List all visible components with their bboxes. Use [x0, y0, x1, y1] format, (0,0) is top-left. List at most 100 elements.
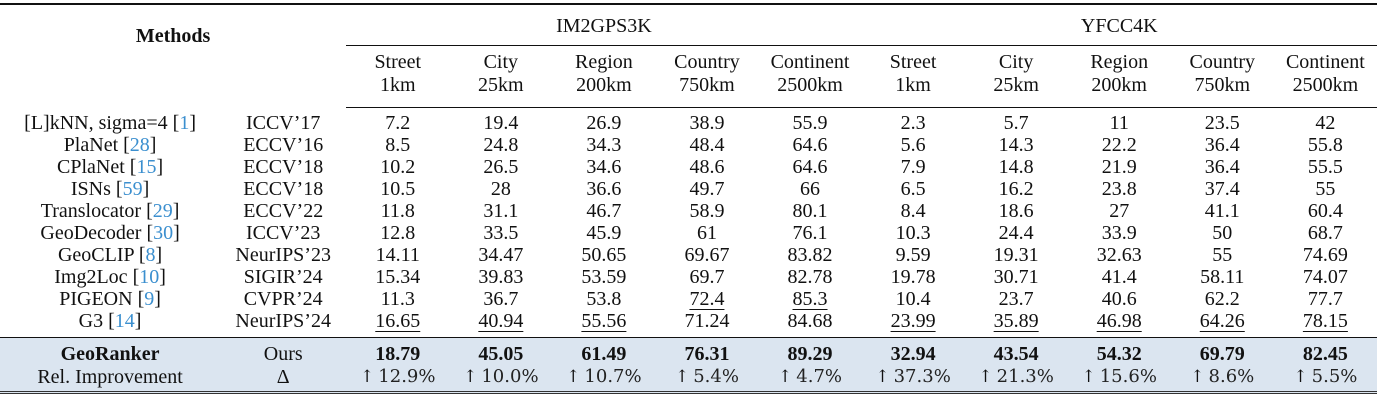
geolocalization-results-table: Methods IM2GPS3K YFCC4K Street 1km City 25k…: [0, 3, 1377, 394]
column-header-im2gps3k-region: Region 200km: [552, 45, 656, 108]
metric-value: 37.4: [1204, 178, 1240, 200]
metric-cell: 40.6: [1068, 288, 1171, 310]
venue: ECCV’18: [243, 178, 324, 200]
metric-cell: 23.7: [965, 288, 1068, 310]
table-row: PlaNet [28] ECCV’16 8.5 24.8 34.3 48.4 64.6 5.6…: [0, 134, 1377, 156]
metric-value: 36.4: [1204, 156, 1240, 178]
metric-value: 34.3: [586, 134, 622, 156]
citation-link[interactable]: 30: [153, 222, 174, 244]
metric-cell: 60.4: [1274, 200, 1377, 222]
improvement-value: 5.4%: [693, 366, 739, 387]
metric-cell: 66: [758, 178, 861, 200]
venue: ECCV’16: [243, 134, 324, 156]
improvement-value: 10.0%: [481, 366, 539, 387]
metric-cell: 49.7: [655, 178, 758, 200]
metric-cell: 11.3: [346, 288, 449, 310]
venue: ECCV’22: [243, 200, 324, 222]
metric-value: 39.83: [478, 266, 524, 288]
metric-value: 33.9: [1101, 222, 1137, 244]
column-header-im2gps3k-country: Country 750km: [655, 45, 759, 108]
metric-value: 83.82: [787, 244, 833, 266]
method-label: PlaNet: [63, 134, 124, 156]
metric-cell: 53.59: [552, 266, 655, 288]
metric-cell: 58.9: [655, 200, 758, 222]
citation-link[interactable]: 14: [114, 310, 135, 332]
metric-cell: 74.69: [1274, 244, 1377, 266]
metric-value: 26.5: [483, 156, 519, 178]
improvement-cell: ↑ 12.9%: [346, 365, 450, 394]
column-header-scale: Region: [575, 51, 633, 73]
metric-cell: 28: [449, 178, 552, 200]
metric-cell: 55.56: [552, 310, 655, 338]
improvement-cell: ↑ 5.5%: [1273, 365, 1377, 394]
metric-value: 11: [1109, 112, 1129, 134]
methods-header: Methods: [135, 25, 211, 47]
citation-link[interactable]: 29: [152, 200, 173, 222]
ours-row: GeoRanker Ours 18.79 45.05 61.49 76.31 89.29…: [0, 337, 1377, 365]
metric-cell: 23.99: [862, 310, 965, 338]
method-label: G3: [78, 310, 109, 332]
citation-bracket: ]: [156, 156, 164, 178]
metric-cell: 83.82: [758, 244, 861, 266]
metric-value: 14.11: [375, 244, 420, 266]
improvement-cell: ↑ 37.3%: [861, 365, 965, 394]
metric-value: 48.6: [689, 156, 725, 178]
metric-value: 8.5: [385, 134, 411, 156]
citation-link[interactable]: 8: [145, 244, 156, 266]
venue: SIGIR’24: [243, 266, 323, 288]
metric-cell: 48.6: [655, 156, 758, 178]
metric-value: 55.9: [792, 112, 828, 134]
citation-link[interactable]: 9: [144, 288, 155, 310]
best-value: 76.31: [655, 337, 759, 365]
column-header-yfcc4k-street: Street 1km: [861, 45, 965, 108]
metric-cell: 50: [1171, 222, 1274, 244]
metric-value: 2.3: [900, 112, 926, 134]
metric-cell: 10.3: [862, 222, 965, 244]
metric-cell: 26.9: [552, 108, 655, 134]
metric-value: 23.7: [998, 288, 1034, 310]
metric-value: 64.6: [792, 156, 828, 178]
improvement-cell: ↑ 10.0%: [449, 365, 553, 394]
citation-link[interactable]: 28: [129, 134, 150, 156]
metric-value: 77.7: [1307, 288, 1343, 310]
metric-value: 15.34: [375, 266, 421, 288]
metric-cell: 36.6: [552, 178, 655, 200]
method-name: PlaNet [28]: [0, 134, 220, 156]
citation-link[interactable]: 10: [139, 266, 160, 288]
metric-cell: 2.3: [862, 108, 965, 134]
metric-cell: 9.59: [862, 244, 965, 266]
metric-cell: 85.3: [758, 288, 861, 310]
metric-value: 23.5: [1204, 112, 1240, 134]
metric-value: 10.3: [895, 222, 931, 244]
column-header-scale: Continent: [770, 51, 850, 73]
column-header-threshold: 25km: [993, 74, 1039, 96]
table-row: CPlaNet [15] ECCV’18 10.2 26.5 34.6 48.6 64.6 7…: [0, 156, 1377, 178]
citation-link[interactable]: 1: [179, 111, 190, 134]
metric-value: 34.47: [478, 244, 524, 266]
metric-value: 66: [800, 178, 821, 200]
column-header-row: Street 1km City 25km Region 200km Country 750km…: [0, 45, 1377, 108]
metric-cell: 8.5: [346, 134, 449, 156]
table-row: [L]kNN, sigma=4 [1] ICCV’17 7.2 19.4 26.9 38.…: [0, 108, 1377, 134]
column-header-threshold: 25km: [478, 74, 524, 96]
metric-cell: 42: [1274, 108, 1377, 134]
method-name-ours: GeoRanker: [0, 337, 221, 365]
metric-value: 8.4: [900, 200, 926, 222]
metric-cell: 38.9: [655, 108, 758, 134]
citation-bracket: [: [138, 244, 146, 266]
metric-cell: 32.63: [1068, 244, 1171, 266]
metric-cell: 19.4: [449, 108, 552, 134]
metric-cell: 35.89: [965, 310, 1068, 338]
citation-link[interactable]: 15: [136, 156, 157, 178]
metric-value: 58.11: [1200, 266, 1245, 288]
method-name: Img2Loc [10]: [0, 266, 220, 288]
citation-bracket: [: [129, 156, 137, 178]
metric-value: 6.5: [900, 178, 926, 200]
citation-link[interactable]: 59: [122, 178, 143, 200]
metric-value: 33.5: [483, 222, 519, 244]
metric-cell: 21.9: [1068, 156, 1171, 178]
citation-bracket: ]: [142, 178, 150, 200]
up-arrow-icon: ↑: [1293, 367, 1308, 387]
metric-value: 10.5: [380, 178, 416, 200]
improvement-cell: ↑ 5.4%: [655, 365, 759, 394]
